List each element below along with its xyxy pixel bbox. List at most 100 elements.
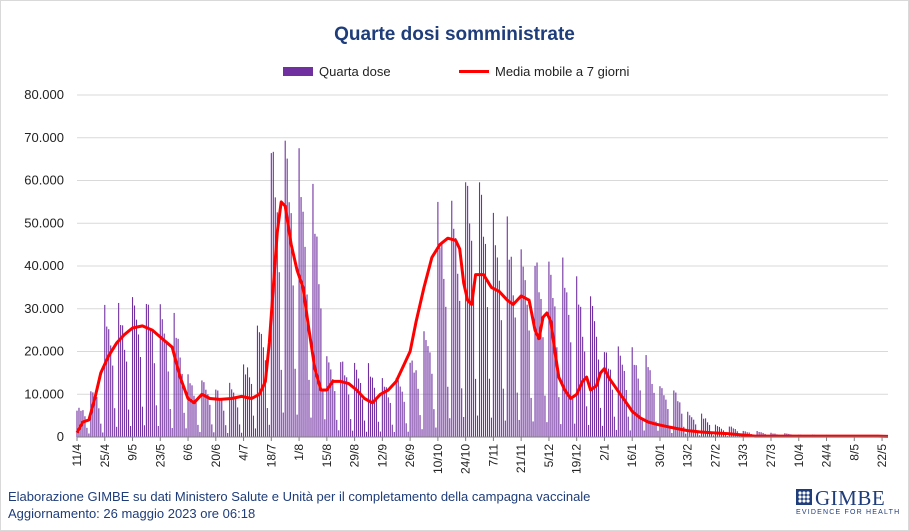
- bar: [391, 424, 393, 437]
- bar: [338, 430, 340, 437]
- x-tick-label: 8/5: [847, 444, 861, 461]
- bar: [461, 388, 463, 437]
- bar: [296, 414, 298, 437]
- bar: [98, 408, 100, 437]
- bar: [159, 304, 161, 437]
- bar: [201, 380, 203, 437]
- bar: [516, 392, 518, 437]
- y-tick-label: 40.000: [24, 258, 64, 273]
- bar: [699, 435, 701, 437]
- x-tick-label: 26/9: [403, 444, 417, 468]
- bar: [566, 292, 568, 437]
- bar: [346, 377, 348, 437]
- bar: [429, 352, 431, 437]
- bar: [294, 368, 296, 437]
- x-tick-label: 24/4: [820, 444, 834, 468]
- bar: [316, 236, 318, 437]
- bar: [205, 389, 207, 437]
- bar: [264, 360, 266, 437]
- bar: [712, 435, 715, 437]
- bar: [627, 416, 629, 437]
- x-tick-label: 10/4: [792, 444, 806, 468]
- bar: [241, 432, 243, 437]
- bar: [425, 340, 427, 437]
- bar: [685, 433, 687, 437]
- bar: [131, 297, 134, 437]
- bar: [542, 337, 544, 437]
- bar: [451, 200, 453, 437]
- bar: [647, 367, 649, 437]
- bar: [469, 223, 471, 437]
- y-tick-label: 20.000: [24, 344, 64, 359]
- bar: [475, 378, 477, 437]
- bar: [528, 330, 530, 437]
- bar: [669, 426, 671, 437]
- legend-label-line: Media mobile a 7 giorni: [495, 64, 630, 79]
- bar: [568, 314, 570, 437]
- bar: [506, 216, 508, 437]
- bar: [611, 389, 613, 437]
- bar: [183, 412, 185, 437]
- bar: [558, 397, 560, 437]
- x-tick-label: 18/7: [264, 444, 278, 468]
- bar: [758, 431, 760, 437]
- bar: [629, 430, 631, 437]
- bar: [114, 408, 116, 437]
- bar: [520, 249, 522, 437]
- bar: [459, 300, 461, 437]
- bar: [703, 418, 705, 437]
- bar: [441, 242, 443, 437]
- bar: [427, 346, 429, 437]
- bar: [157, 425, 159, 437]
- bar: [552, 298, 554, 437]
- bar: [260, 333, 262, 437]
- bar: [129, 426, 132, 437]
- bar: [324, 419, 326, 437]
- x-tick-label: 24/10: [459, 444, 473, 474]
- bar: [435, 427, 437, 437]
- bar: [369, 376, 372, 437]
- x-tick-label: 9/5: [126, 444, 140, 461]
- bar: [371, 377, 373, 437]
- bar: [524, 280, 526, 437]
- bar: [100, 423, 102, 437]
- bar: [147, 304, 149, 437]
- bar: [137, 334, 140, 437]
- bar: [179, 357, 181, 437]
- bar: [155, 405, 157, 437]
- bar: [395, 378, 397, 437]
- bar: [88, 433, 90, 437]
- bar: [482, 236, 485, 437]
- bar: [635, 365, 637, 437]
- bar: [274, 197, 276, 437]
- bar: [641, 419, 643, 437]
- bar: [191, 385, 193, 437]
- bar: [653, 392, 655, 437]
- bar: [439, 247, 441, 437]
- bar: [413, 372, 415, 437]
- bar: [488, 378, 490, 437]
- bar: [643, 430, 645, 437]
- bar: [76, 410, 78, 437]
- gimbe-logo-icon: [796, 489, 812, 505]
- bar: [514, 317, 516, 437]
- bar: [199, 432, 201, 437]
- bar: [592, 305, 594, 437]
- bar: [584, 351, 586, 437]
- bar: [492, 212, 494, 437]
- bar: [576, 276, 578, 437]
- legend-label-bars: Quarta dose: [319, 64, 391, 79]
- bar: [546, 422, 548, 437]
- bar: [463, 416, 465, 437]
- bar: [645, 355, 647, 437]
- bar: [286, 158, 288, 437]
- bar: [399, 386, 401, 437]
- bar: [538, 292, 540, 437]
- bar: [508, 259, 510, 437]
- legend-item-bars: Quarta dose: [283, 64, 391, 79]
- x-tick-label: 7/11: [486, 444, 500, 467]
- bar: [486, 307, 488, 437]
- bar: [252, 415, 255, 437]
- bar: [504, 420, 506, 437]
- bar: [605, 352, 607, 437]
